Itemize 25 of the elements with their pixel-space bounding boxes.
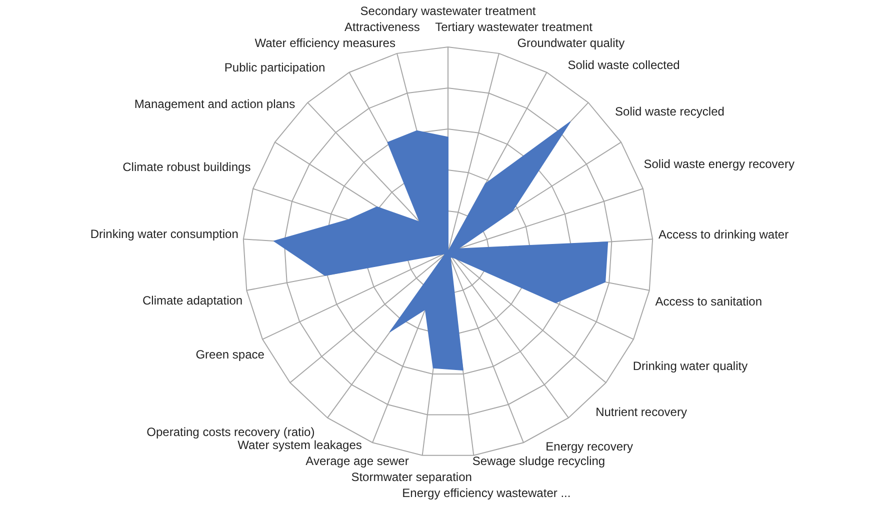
spoke-label: Public participation	[224, 60, 326, 75]
spoke-label: Climate robust buildings	[122, 160, 251, 174]
spoke-label: Energy efficiency wastewater ...	[402, 486, 571, 500]
spoke-label: Solid waste energy recovery	[644, 156, 794, 171]
spoke-label: Access to sanitation	[655, 294, 762, 309]
spoke-label: Water system leakages	[238, 438, 362, 452]
spoke-label: Solid waste collected	[568, 58, 680, 72]
spoke-label: Tertiary wastewater treatment	[435, 20, 594, 34]
spoke-label: Operating costs recovery (ratio)	[146, 424, 315, 439]
spoke-label: Nutrient recovery	[596, 404, 687, 419]
spoke-label: Water efficiency measures	[254, 36, 396, 50]
spoke-label: Climate adaptation	[142, 294, 243, 308]
spoke-label: Drinking water consumption	[90, 227, 238, 242]
spoke-label: Groundwater quality	[517, 36, 625, 50]
spoke-label: Access to drinking water	[658, 228, 789, 242]
spoke-label: Drinking water quality	[632, 358, 748, 373]
spoke-label: Management and action plans	[134, 96, 296, 111]
spoke-label: Energy recovery	[546, 440, 634, 454]
spoke-label: Green space	[196, 348, 265, 362]
spoke-label: Average age sewer	[306, 454, 409, 468]
spoke-label: Secondary wastewater treatment	[360, 4, 536, 18]
spoke-label: Sewage sludge recycling	[472, 454, 606, 468]
spoke-label: Stormwater separation	[351, 470, 472, 484]
spoke-label: Solid waste recycled	[615, 104, 724, 118]
spoke-label: Attractiveness	[344, 20, 420, 34]
